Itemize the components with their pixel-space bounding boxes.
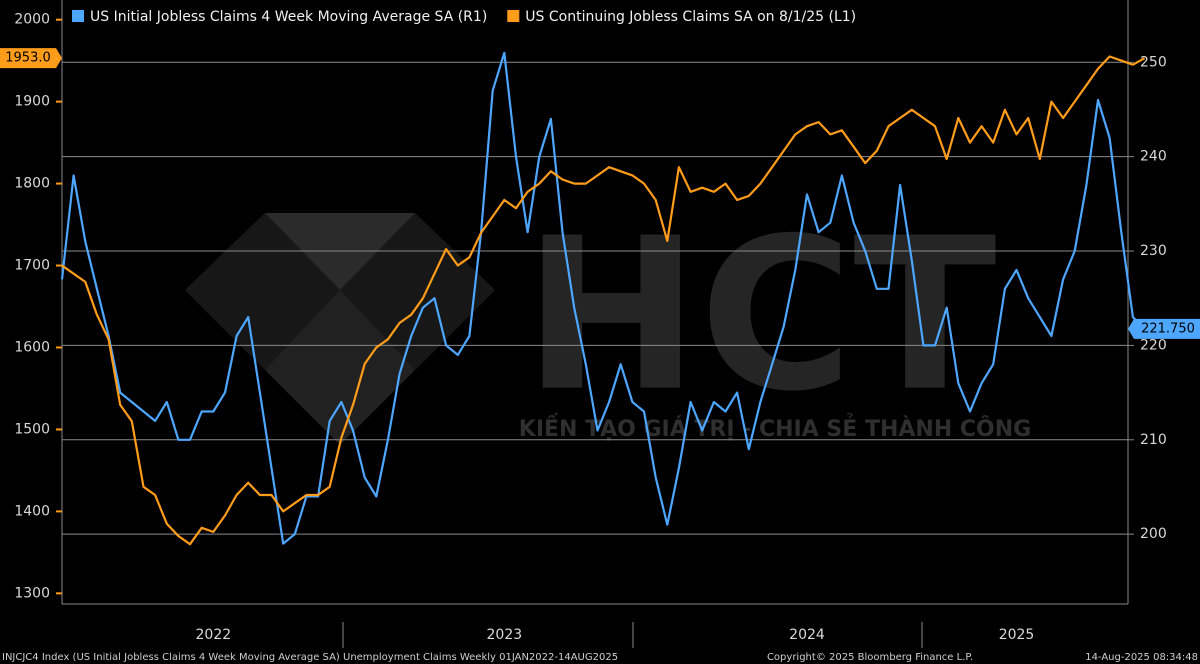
last-value-label: 1953.0	[5, 51, 51, 66]
legend-swatch	[507, 10, 520, 22]
x-tick-label: 2023	[487, 627, 523, 643]
y-tick-label: 2000	[14, 12, 50, 28]
y2-tick-label: 230	[1140, 243, 1167, 259]
y-tick-label: 1900	[14, 94, 50, 110]
y-tick-label: 1400	[14, 503, 50, 519]
series-line	[61, 55, 1146, 546]
x-tick-label: 2024	[789, 627, 825, 643]
watermark-slogan: KIẾN TẠO GIÁ TRỊ - CHIA SẺ THÀNH CÔNG	[519, 413, 1031, 442]
y-tick-label: 1800	[14, 176, 50, 192]
y2-tick-label: 250	[1140, 54, 1167, 70]
watermark-logo: HCT	[523, 193, 996, 438]
y-tick-label: 1500	[14, 421, 50, 437]
last-value-label: 221.750	[1141, 321, 1195, 336]
footer-right: 14-Aug-2025 08:34:48	[1085, 652, 1198, 663]
y2-tick-label: 210	[1140, 432, 1167, 448]
legend-label: US Continuing Jobless Claims SA on 8/1/2…	[525, 9, 856, 25]
last-value-box	[1128, 318, 1200, 339]
y2-tick-label: 200	[1140, 526, 1167, 542]
y2-tick-label: 240	[1140, 149, 1167, 165]
legend-swatch	[72, 10, 84, 22]
legend-label: US Initial Jobless Claims 4 Week Moving …	[90, 9, 487, 25]
footer-center: Copyright© 2025 Bloomberg Finance L.P.	[767, 652, 973, 663]
legend-background	[66, 4, 986, 30]
y2-tick-label: 220	[1140, 337, 1167, 353]
x-tick-label: 2022	[196, 627, 232, 643]
footer-left: INJCJC4 Index (US Initial Jobless Claims…	[2, 652, 618, 663]
y-tick-label: 1700	[14, 258, 50, 274]
series-line	[60, 51, 1146, 545]
y-tick-label: 1600	[14, 339, 50, 355]
y-tick-label: 1300	[14, 585, 50, 601]
x-tick-label: 2025	[999, 627, 1035, 643]
last-value-box	[0, 48, 62, 69]
